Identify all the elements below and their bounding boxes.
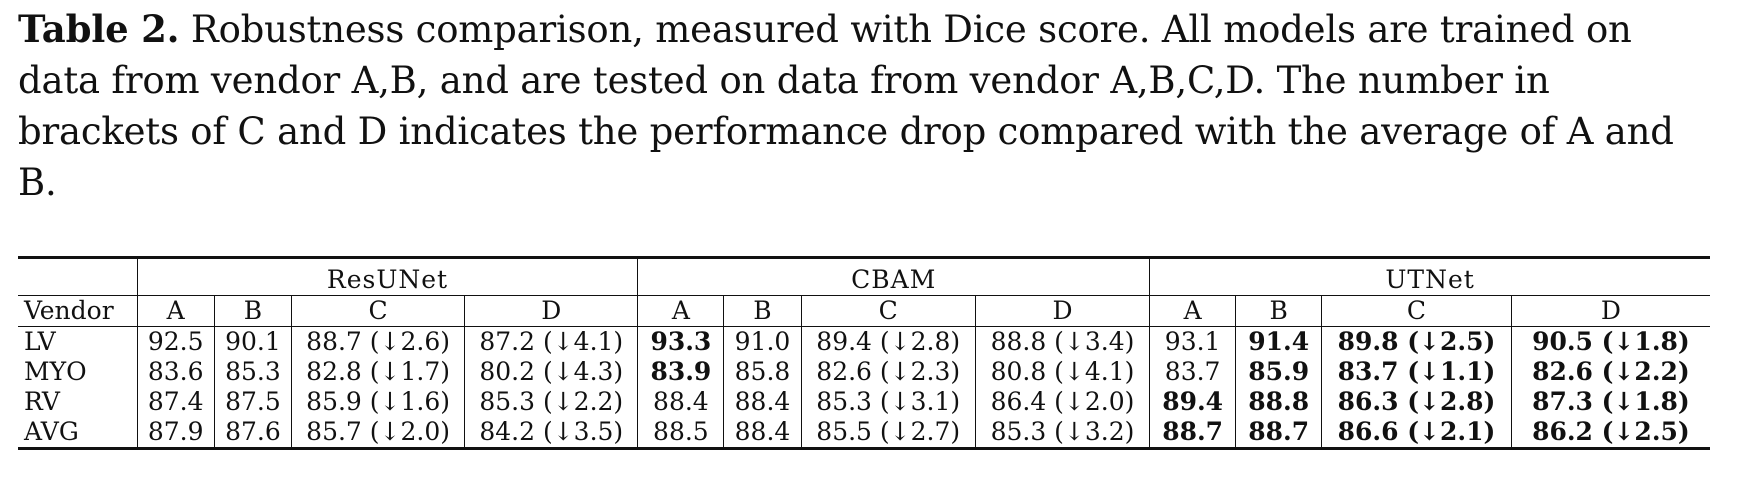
group-header-utnet: UTNet [1149,257,1710,296]
table-cell: 87.6 [213,417,292,449]
table-cell: 84.2 (↓3.5) [464,417,638,449]
row-label: AVG [24,417,79,446]
table-cell: 88.4 [723,417,802,449]
sub-header-d: D [464,295,638,327]
table-cell: 82.6 (↓2.2) [1510,357,1710,387]
table-cell: 89.4 (↓2.8) [800,326,976,357]
sub-header-b: B [1235,295,1322,327]
table-cell: 85.3 (↓3.1) [800,387,976,417]
table-row: MYO 83.6 85.3 82.8 (↓1.7) 80.2 (↓4.3) 83.9 85.… [18,357,1710,387]
table-cell: 88.4 [723,387,802,417]
row-label: RV [24,387,60,416]
table-cell: 85.9 [1235,357,1322,387]
group-header-resunet: ResUNet [136,257,638,296]
sub-header-c: C [291,295,465,327]
table-cell: 83.9 [637,357,724,387]
table-cell: 89.4 [1149,387,1236,417]
table-cell: 86.3 (↓2.8) [1321,387,1512,417]
table-cell: 93.1 [1149,326,1236,357]
results-table-wrapper: ResUNet CBAM UTNet Vendor A B C D A B C … [18,256,1710,450]
sub-header-d: D [974,295,1150,327]
table-cell: 88.8 [1235,387,1322,417]
table-cell: 87.3 (↓1.8) [1510,387,1710,417]
table-cell: 83.7 [1149,357,1236,387]
table-cell: 90.5 (↓1.8) [1510,326,1710,357]
table-caption: Table 2. Robustness comparison, measured… [18,4,1708,208]
table-cell: 88.4 [637,387,724,417]
table-cell: 85.8 [723,357,802,387]
table-cell: 83.6 [136,357,215,387]
table-cell: 80.2 (↓4.3) [464,357,638,387]
table-cell: 86.6 (↓2.1) [1321,417,1512,449]
table-cell: 86.4 (↓2.0) [974,387,1150,417]
table-cell: 85.5 (↓2.7) [800,417,976,449]
table-cell: 85.3 (↓3.2) [974,417,1150,449]
robustness-table: ResUNet CBAM UTNet Vendor A B C D A B C … [18,256,1710,450]
table-cell: 89.8 (↓2.5) [1321,326,1512,357]
table-cell: 87.5 [213,387,292,417]
sub-header-a: A [637,295,724,327]
table-cell: 88.7 (↓2.6) [291,326,465,357]
sub-header-c: C [1321,295,1512,327]
table-cell: 87.9 [136,417,215,449]
sub-header-b: B [213,295,292,327]
table-cell: 83.7 (↓1.1) [1321,357,1512,387]
sub-header-a: A [1149,295,1236,327]
table-cell: 88.5 [637,417,724,449]
table-row: LV 92.5 90.1 88.7 (↓2.6) 87.2 (↓4.1) 93.3 91.0… [18,326,1710,357]
table-cell: 82.6 (↓2.3) [800,357,976,387]
table-cell: 85.7 (↓2.0) [291,417,465,449]
row-label: MYO [24,357,87,386]
table-cell: 80.8 (↓4.1) [974,357,1150,387]
table-cell: 86.2 (↓2.5) [1510,417,1710,449]
group-header-row: ResUNet CBAM UTNet [18,257,1710,296]
table-cell: 91.4 [1235,326,1322,357]
table-cell: 88.8 (↓3.4) [974,326,1150,357]
table-cell: 90.1 [213,326,292,357]
table-cell: 85.3 [213,357,292,387]
table-cell: 88.7 [1235,417,1322,449]
table-cell: 93.3 [637,326,724,357]
sub-header-b: B [723,295,802,327]
table-cell: 92.5 [136,326,215,357]
caption-label: Table 2. [18,7,180,51]
row-header-vendor: Vendor [18,295,138,327]
table-cell: 87.2 (↓4.1) [464,326,638,357]
group-header-cbam: CBAM [637,257,1150,296]
table-cell: 85.3 (↓2.2) [464,387,638,417]
sub-header-row: Vendor A B C D A B C D A B C D [18,295,1710,327]
table-cell: 82.8 (↓1.7) [291,357,465,387]
table-cell: 91.0 [723,326,802,357]
caption-text: Robustness comparison, measured with Dic… [18,8,1674,204]
table-cell: 85.9 (↓1.6) [291,387,465,417]
sub-header-c: C [800,295,976,327]
table-row: AVG 87.9 87.6 85.7 (↓2.0) 84.2 (↓3.5) 88.5 88.… [18,417,1710,449]
table-row: RV 87.4 87.5 85.9 (↓1.6) 85.3 (↓2.2) 88.4 88.4… [18,387,1710,417]
row-label: LV [18,326,138,357]
sub-header-d: D [1510,295,1710,327]
table-cell: 88.7 [1149,417,1236,449]
sub-header-a: A [136,295,215,327]
table-cell: 87.4 [136,387,215,417]
table-body: LV 92.5 90.1 88.7 (↓2.6) 87.2 (↓4.1) 93.3 91.0… [18,326,1710,449]
corner-cell [18,258,137,296]
